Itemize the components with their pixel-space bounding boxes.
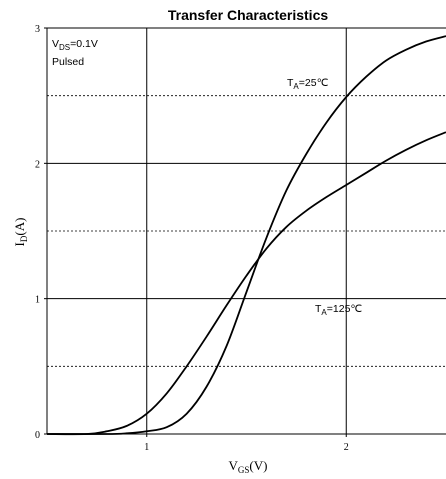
chart-title: Transfer Characteristics <box>168 7 329 23</box>
curve-ta-125 <box>46 131 446 436</box>
conditions-line-2: Pulsed <box>52 56 84 68</box>
y-axis-label: ID(A) <box>12 218 29 247</box>
annotation-ta-125: TA=125℃ <box>315 303 362 317</box>
y-tick-label: 0 <box>35 430 40 441</box>
x-axis-label: VGS(V) <box>229 458 268 475</box>
curves <box>46 35 446 436</box>
y-tick-label: 3 <box>35 24 40 35</box>
annotation-ta-25: TA=25℃ <box>287 77 329 91</box>
conditions-line-1: VDS=0.1V <box>52 38 98 52</box>
y-tick-label: 1 <box>35 295 40 306</box>
x-tick-label: 1 <box>144 442 149 453</box>
grid-lines <box>47 27 446 434</box>
x-tick-label: 2 <box>344 442 349 453</box>
curve-ta-25 <box>46 35 446 435</box>
tick-labels: 1 2 0 1 2 3 <box>35 24 349 453</box>
y-tick-label: 2 <box>35 159 40 170</box>
